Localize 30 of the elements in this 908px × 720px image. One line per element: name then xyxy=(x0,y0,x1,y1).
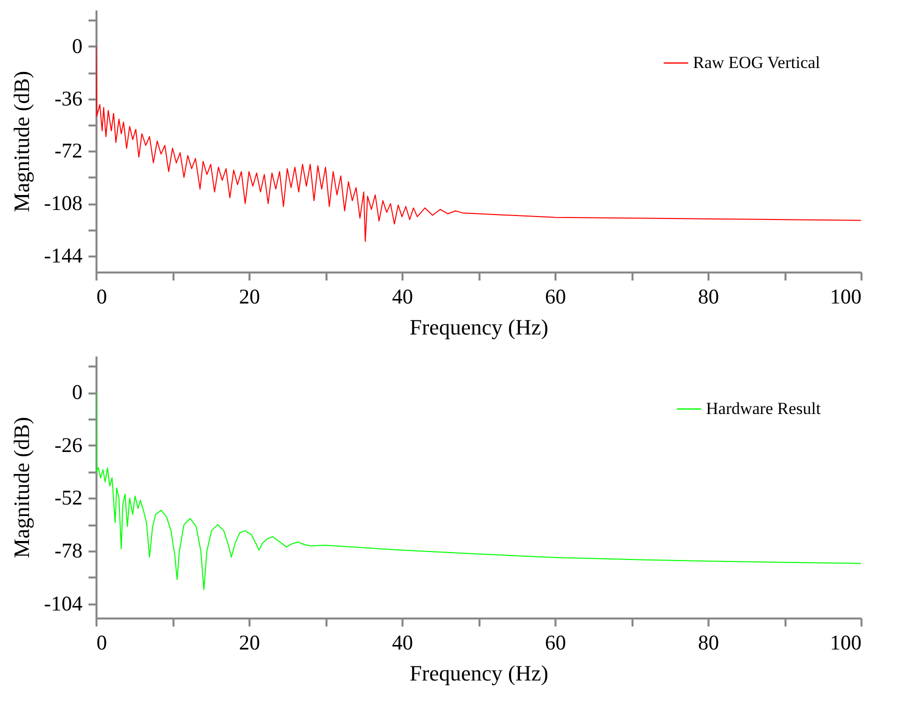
legend-label: Hardware Result xyxy=(706,399,821,418)
x-axis-title: Frequency (Hz) xyxy=(410,660,548,686)
x-tick-label: 20 xyxy=(239,284,260,308)
x-tick-label: 0 xyxy=(96,284,107,308)
y-tick-label: -26 xyxy=(54,432,82,457)
x-tick-label: 40 xyxy=(392,630,413,654)
x-tick-label: 80 xyxy=(698,630,719,654)
x-tick-label: 100 xyxy=(830,284,862,308)
line-series xyxy=(96,392,861,590)
x-tick-label: 0 xyxy=(96,630,107,654)
y-tick-label: -72 xyxy=(54,138,82,163)
y-axis-title: Magnitude (dB) xyxy=(9,416,34,558)
line-series xyxy=(96,46,861,242)
y-tick-label: 0 xyxy=(72,34,82,58)
y-tick-label: -108 xyxy=(44,191,82,216)
y-tick-label: -104 xyxy=(44,591,83,616)
y-tick-label: -144 xyxy=(44,243,83,268)
x-tick-label: 100 xyxy=(830,630,862,654)
x-tick-label: 60 xyxy=(545,284,566,308)
x-tick-label: 40 xyxy=(392,284,413,308)
y-tick-label: 0 xyxy=(72,380,82,404)
x-axis-title: Frequency (Hz) xyxy=(410,314,548,340)
y-tick-label: -36 xyxy=(54,86,82,110)
x-tick-label: 80 xyxy=(698,284,719,308)
x-tick-label: 20 xyxy=(239,630,260,654)
x-tick-label: 60 xyxy=(545,630,566,654)
y-axis-title: Magnitude (dB) xyxy=(9,70,34,212)
y-tick-label: -52 xyxy=(54,486,82,510)
legend-label: Raw EOG Vertical xyxy=(693,53,820,72)
y-tick-label: -78 xyxy=(54,538,82,562)
